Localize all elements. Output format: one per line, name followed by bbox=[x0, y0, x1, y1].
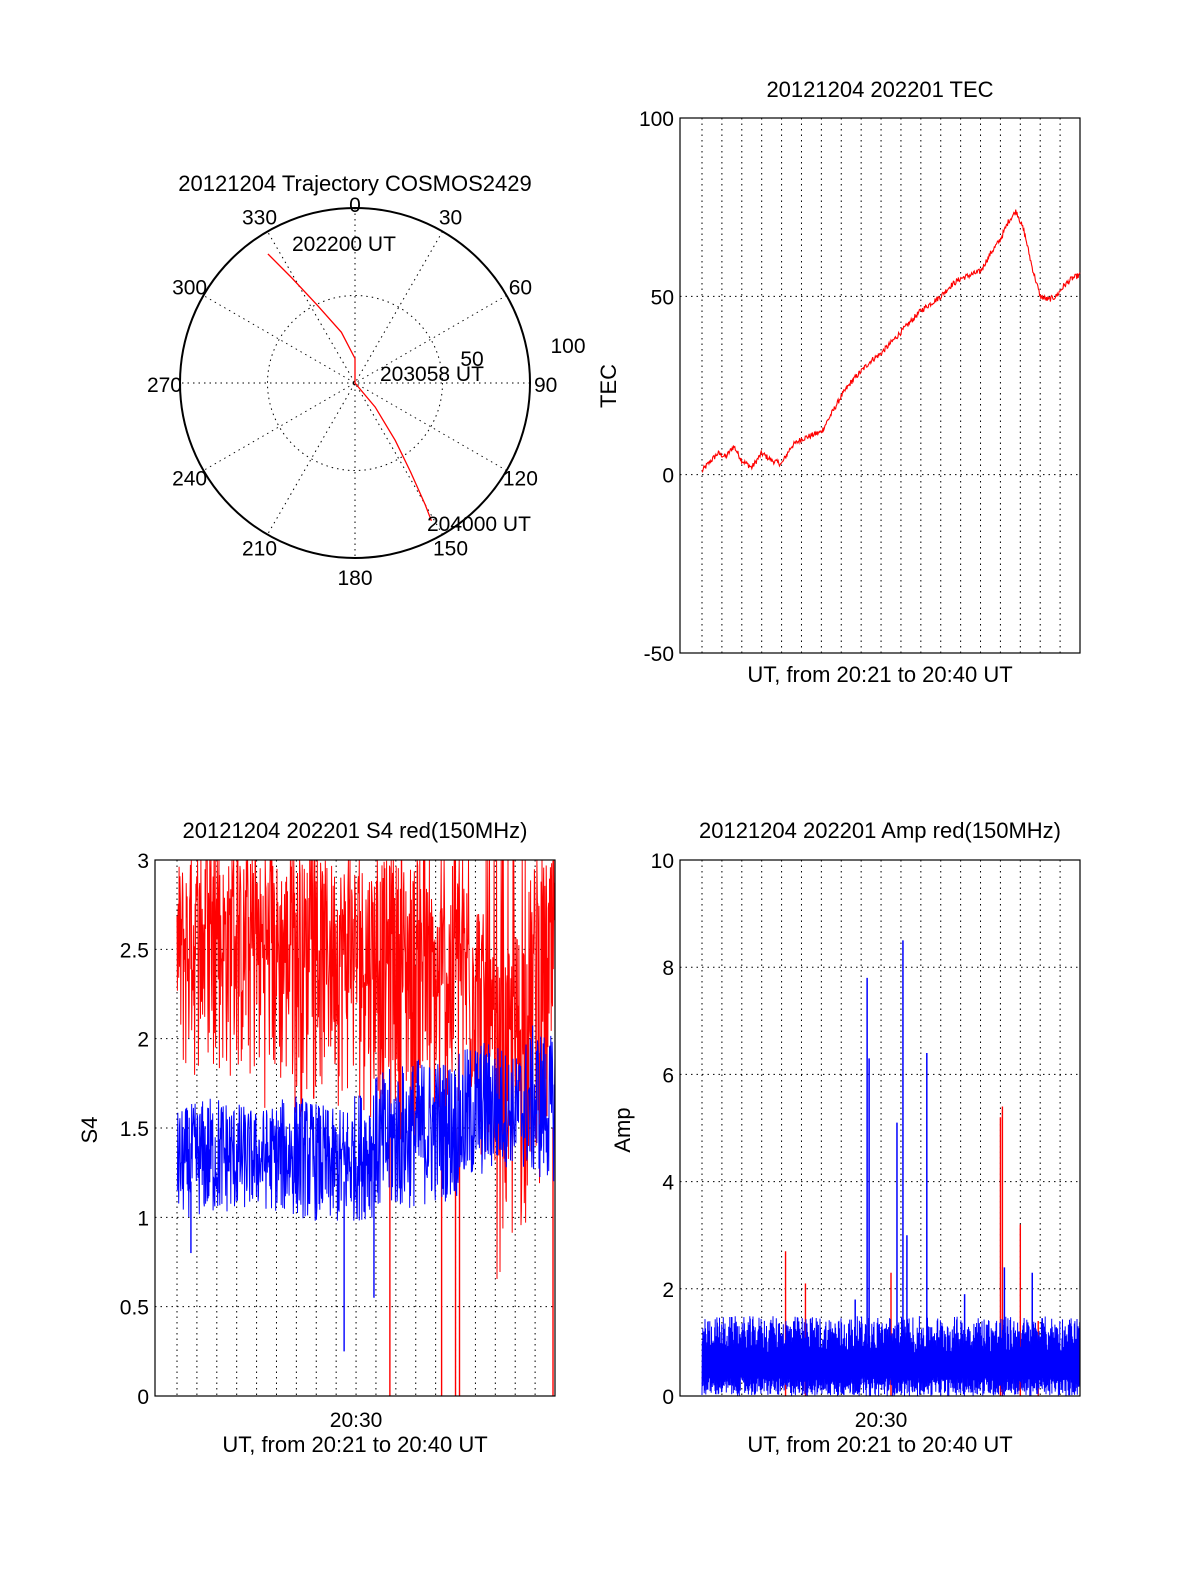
tec-y-label: TEC bbox=[596, 364, 621, 408]
tec-plot: 20121204 202201 TEC -50 0 50 100 TEC UT, fr… bbox=[596, 77, 1081, 687]
trajectory-polar-plot: 20121204 Trajectory COSMOS2429 0 30 60 90 12… bbox=[147, 171, 586, 590]
tec-title: 20121204 202201 TEC bbox=[766, 77, 993, 102]
s4-title: 20121204 202201 S4 red(150MHz) bbox=[183, 818, 528, 843]
s4-y-tick-label: 2 bbox=[137, 1029, 149, 1052]
s4-red-series-line bbox=[176, 859, 556, 1280]
polar-title: 20121204 Trajectory COSMOS2429 bbox=[178, 171, 531, 196]
polar-angle-label: 120 bbox=[503, 468, 538, 491]
polar-angle-label: 300 bbox=[172, 277, 207, 300]
polar-angle-label: 0 bbox=[349, 194, 361, 217]
tec-y-tick-label: 0 bbox=[662, 465, 674, 488]
tec-frame bbox=[679, 117, 1081, 654]
polar-grid-spoke bbox=[267, 231, 443, 535]
s4-y-label: S4 bbox=[77, 1117, 102, 1144]
amp-x-tick-label: 20:30 bbox=[855, 1409, 908, 1432]
tec-y-tick-label: 100 bbox=[639, 108, 674, 131]
polar-grid-spoke bbox=[203, 295, 507, 471]
polar-grid-spoke bbox=[203, 295, 507, 471]
amp-y-label: Amp bbox=[610, 1107, 635, 1152]
polar-angle-label: 60 bbox=[509, 277, 532, 300]
polar-time-annotation: 203058 UT bbox=[380, 363, 484, 386]
amp-y-tick-label: 6 bbox=[662, 1064, 674, 1087]
polar-time-annotation: 204000 UT bbox=[427, 513, 531, 536]
polar-radius-label: 50 bbox=[460, 348, 483, 371]
polar-angle-label: 330 bbox=[242, 207, 277, 230]
amp-frame bbox=[679, 859, 1081, 1397]
s4-frame bbox=[154, 859, 556, 1397]
polar-trajectory-line bbox=[267, 253, 433, 522]
polar-angle-label: 210 bbox=[242, 537, 277, 560]
s4-y-tick-label: 0 bbox=[137, 1386, 149, 1409]
polar-angle-label: 90 bbox=[534, 374, 557, 397]
s4-x-label: UT, from 20:21 to 20:40 UT bbox=[222, 1432, 487, 1457]
amp-blue-series-line bbox=[701, 1316, 1081, 1397]
polar-angle-label: 240 bbox=[172, 468, 207, 491]
tec-x-label: UT, from 20:21 to 20:40 UT bbox=[747, 662, 1012, 687]
amp-x-label: UT, from 20:21 to 20:40 UT bbox=[747, 1432, 1012, 1457]
s4-plot: 20121204 202201 S4 red(150MHz) 0 0.5 1 1.5 2… bbox=[77, 818, 556, 1457]
amp-plot: 20121204 202201 Amp red(150MHz) 0246810 … bbox=[610, 818, 1081, 1457]
amp-y-tick-label: 8 bbox=[662, 957, 674, 980]
amp-y-tick-label: 2 bbox=[662, 1279, 674, 1302]
tec-y-tick-label: 50 bbox=[651, 286, 674, 309]
s4-y-tick-label: 2.5 bbox=[120, 939, 149, 962]
s4-y-tick-label: 1 bbox=[137, 1207, 149, 1230]
s4-x-tick-label: 20:30 bbox=[330, 1409, 383, 1432]
s4-blue-series-line bbox=[176, 1025, 556, 1221]
amp-y-tick-label: 10 bbox=[651, 850, 674, 873]
s4-y-tick-label: 3 bbox=[137, 850, 149, 873]
polar-angle-label: 270 bbox=[147, 374, 182, 397]
polar-time-annotation: 202200 UT bbox=[292, 233, 396, 256]
polar-angle-label: 150 bbox=[433, 537, 468, 560]
polar-grid-spoke bbox=[267, 231, 443, 535]
s4-y-tick-label: 1.5 bbox=[120, 1118, 149, 1141]
tec-series-line bbox=[701, 209, 1081, 474]
polar-grid-circle bbox=[267, 295, 443, 471]
polar-radius-label: 100 bbox=[550, 335, 585, 358]
amp-y-tick-label: 0 bbox=[662, 1386, 674, 1409]
amp-y-tick-label: 4 bbox=[662, 1172, 674, 1195]
amp-title: 20121204 202201 Amp red(150MHz) bbox=[699, 818, 1061, 843]
s4-y-tick-label: 0.5 bbox=[120, 1297, 149, 1320]
polar-angle-label: 30 bbox=[439, 207, 462, 230]
polar-angle-label: 180 bbox=[337, 567, 372, 590]
tec-y-tick-label: -50 bbox=[644, 643, 674, 666]
